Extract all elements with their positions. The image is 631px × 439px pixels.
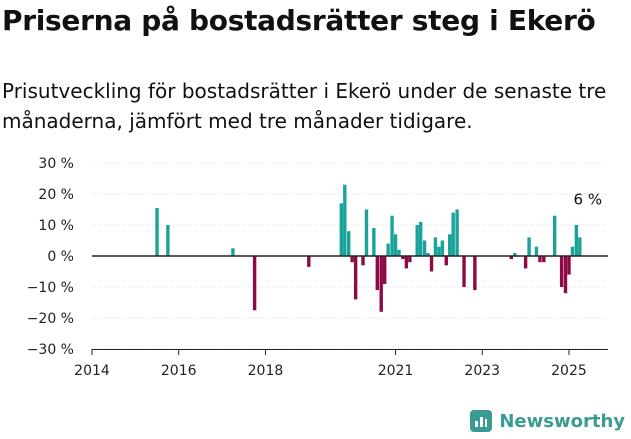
bar xyxy=(509,256,514,260)
y-tick-label: −20 % xyxy=(27,311,74,327)
bar xyxy=(570,246,575,256)
bar xyxy=(353,256,358,300)
bar xyxy=(390,215,394,256)
bar xyxy=(231,248,235,256)
brand-name: Newsworthy xyxy=(499,410,625,432)
brand: Newsworthy xyxy=(470,410,625,432)
bar xyxy=(408,256,412,263)
bar xyxy=(350,256,354,263)
bar xyxy=(462,256,466,287)
bar xyxy=(437,246,441,256)
x-tick-label: 2014 xyxy=(74,363,110,379)
bar xyxy=(415,225,419,256)
bar xyxy=(166,225,170,256)
bar xyxy=(382,256,387,284)
bar xyxy=(538,256,542,263)
bar xyxy=(563,256,568,294)
bar xyxy=(429,256,434,272)
bar xyxy=(404,256,409,269)
y-tick-label: −10 % xyxy=(27,280,74,296)
bar xyxy=(451,212,455,256)
y-tick-label: 0 % xyxy=(47,249,74,265)
bar xyxy=(523,256,528,269)
bar xyxy=(364,209,369,256)
bar xyxy=(513,252,517,256)
y-tick-label: 20 % xyxy=(38,187,74,203)
bar xyxy=(574,225,579,256)
bar xyxy=(426,252,430,256)
bar xyxy=(473,256,477,291)
x-tick-label: 2016 xyxy=(161,363,197,379)
y-tick-label: 10 % xyxy=(38,218,74,234)
bar xyxy=(372,228,376,256)
bar-chart: 30 % 20 % 10 % 0 % −10 % −20 % −30 %2014 2016 20… xyxy=(27,156,608,379)
bar xyxy=(444,256,448,266)
bar xyxy=(379,256,383,312)
bar xyxy=(339,203,344,256)
bar xyxy=(252,256,257,311)
latest-value-label: 6 % xyxy=(574,190,603,208)
x-tick-label: 2025 xyxy=(551,363,587,379)
bar xyxy=(361,256,365,266)
y-tick-label: 30 % xyxy=(38,156,74,172)
x-tick-label: 2021 xyxy=(378,363,414,379)
x-tick-label: 2018 xyxy=(248,363,284,379)
chart-area: 30 % 20 % 10 % 0 % −10 % −20 % −30 % 2014 2016 20… xyxy=(0,150,631,380)
bar xyxy=(534,246,539,256)
chart-subtitle: Prisutveckling för bostadsrätter i Ekerö… xyxy=(2,79,607,133)
bar xyxy=(440,240,445,256)
bar xyxy=(343,184,347,256)
bar xyxy=(393,234,398,256)
bar xyxy=(307,256,311,267)
bar xyxy=(542,256,546,263)
bar xyxy=(397,249,401,256)
bar xyxy=(527,237,531,256)
x-tick-label: 2023 xyxy=(464,363,500,379)
y-tick-label: −30 % xyxy=(27,342,74,358)
bar xyxy=(552,215,557,256)
bar xyxy=(386,243,390,256)
bar xyxy=(448,234,452,256)
bar xyxy=(578,237,582,256)
bar xyxy=(346,231,351,256)
bar xyxy=(418,221,423,256)
bar xyxy=(155,207,159,256)
bar-chart-icon xyxy=(470,410,493,432)
bar xyxy=(422,240,427,256)
bar xyxy=(567,256,571,275)
bar xyxy=(401,256,405,260)
bar xyxy=(433,237,438,256)
bar xyxy=(375,256,380,291)
bar xyxy=(455,209,459,256)
bar xyxy=(559,256,564,287)
chart-title: Priserna på bostadsrätter steg i Ekerö xyxy=(2,4,596,37)
